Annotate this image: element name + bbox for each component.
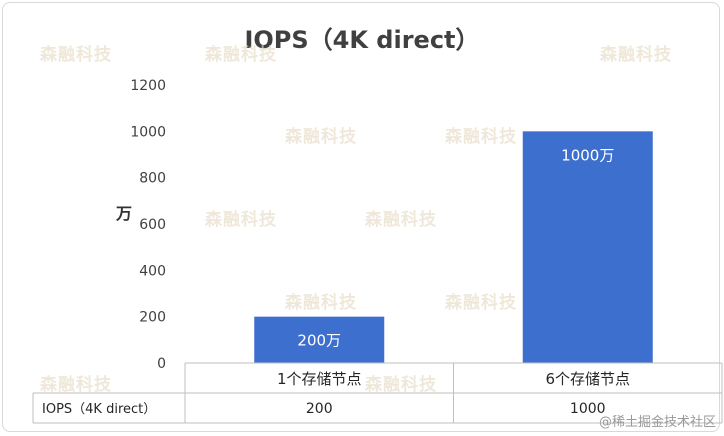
- watermark-10: 森融科技: [40, 375, 112, 395]
- y-tick-label-4: 800: [139, 171, 166, 187]
- watermark-7: 森融科技: [365, 210, 437, 230]
- y-tick-label-3: 600: [139, 217, 166, 233]
- watermark-2: 森融科技: [205, 45, 277, 65]
- footer-watermark: @稀土掘金技术社区: [598, 415, 716, 430]
- watermark-5: 森融科技: [445, 127, 517, 147]
- watermark-4: 森融科技: [285, 127, 357, 147]
- chart-title: IOPS（4K direct）: [244, 26, 480, 54]
- bar-0: [254, 316, 385, 363]
- bar-1: [522, 131, 653, 363]
- category-label-1: 6个存储节点: [545, 370, 630, 388]
- watermark-6: 森融科技: [205, 210, 277, 230]
- watermark-3: 森融科技: [600, 45, 672, 65]
- y-tick-label-2: 400: [139, 263, 166, 279]
- data-label-0: 200万: [297, 332, 341, 350]
- table-value-0: 200: [306, 401, 333, 417]
- y-tick-label-1: 200: [139, 310, 166, 326]
- category-label-0: 1个存储节点: [277, 370, 362, 388]
- table-value-1: 1000: [570, 401, 606, 417]
- watermark-8: 森融科技: [285, 293, 357, 313]
- watermark-9: 森融科技: [445, 293, 517, 313]
- table-series-name: IOPS（4K direct）: [42, 402, 156, 417]
- watermark-11: 森融科技: [365, 375, 437, 395]
- y-axis-label: 万: [113, 205, 132, 221]
- y-tick-label-6: 1200: [130, 78, 166, 94]
- data-label-1: 1000万: [561, 146, 614, 164]
- watermark-1: 森融科技: [40, 45, 112, 65]
- y-tick-label-5: 1000: [130, 124, 166, 140]
- y-tick-label-0: 0: [157, 356, 166, 372]
